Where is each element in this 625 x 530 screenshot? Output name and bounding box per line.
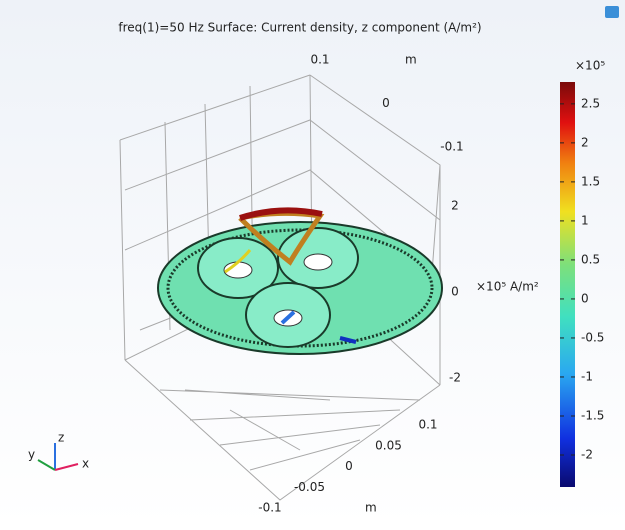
axis-tick-label: -0.1	[440, 140, 463, 154]
back-axis-unit: m	[405, 53, 417, 67]
axis-tick-label: -0.1	[258, 501, 281, 515]
colorbar-multiplier: ×10⁵	[575, 59, 605, 73]
colorbar-tick-label: 1	[581, 213, 589, 227]
axis-tick-label: -2	[449, 371, 461, 385]
axis-tick-label: 0	[382, 96, 390, 110]
colorbar-tick-label: 2.5	[581, 96, 600, 110]
axis-tick-label: 0	[345, 459, 353, 473]
colorbar-tick-label: -0.5	[581, 330, 604, 344]
axis-tick-label: 2	[451, 199, 459, 213]
axis-tick-label: -0.05	[294, 480, 325, 494]
colorbar-tick-label: 2	[581, 135, 589, 149]
colorbar-tick-label: -1	[581, 369, 593, 383]
colorbar-tick-label: -2	[581, 448, 593, 462]
triad-y: y	[28, 448, 35, 462]
chart-title: freq(1)=50 Hz Surface: Current density, …	[118, 21, 481, 35]
cable-model	[157, 207, 443, 355]
triad-z: z	[58, 431, 64, 445]
axis-tick-label: 0.1	[310, 53, 329, 67]
colorbar-tick-label: -1.5	[581, 408, 604, 422]
front-axis-unit: m	[365, 501, 377, 515]
z-axis-unit: ×10⁵ A/m²	[476, 280, 539, 294]
axis-tick-label: 0	[451, 285, 459, 299]
colorbar	[560, 82, 575, 487]
toolbar-icon[interactable]	[605, 6, 619, 18]
colorbar-tick-label: 1.5	[581, 174, 600, 188]
colorbar-tick-label: 0	[581, 291, 589, 305]
axis-tick-label: 0.1	[418, 418, 437, 432]
axis-tick-label: 0.05	[375, 438, 402, 452]
triad-x: x	[82, 457, 89, 471]
colorbar-tick-label: 0.5	[581, 252, 600, 266]
triad: z y x	[28, 431, 89, 471]
